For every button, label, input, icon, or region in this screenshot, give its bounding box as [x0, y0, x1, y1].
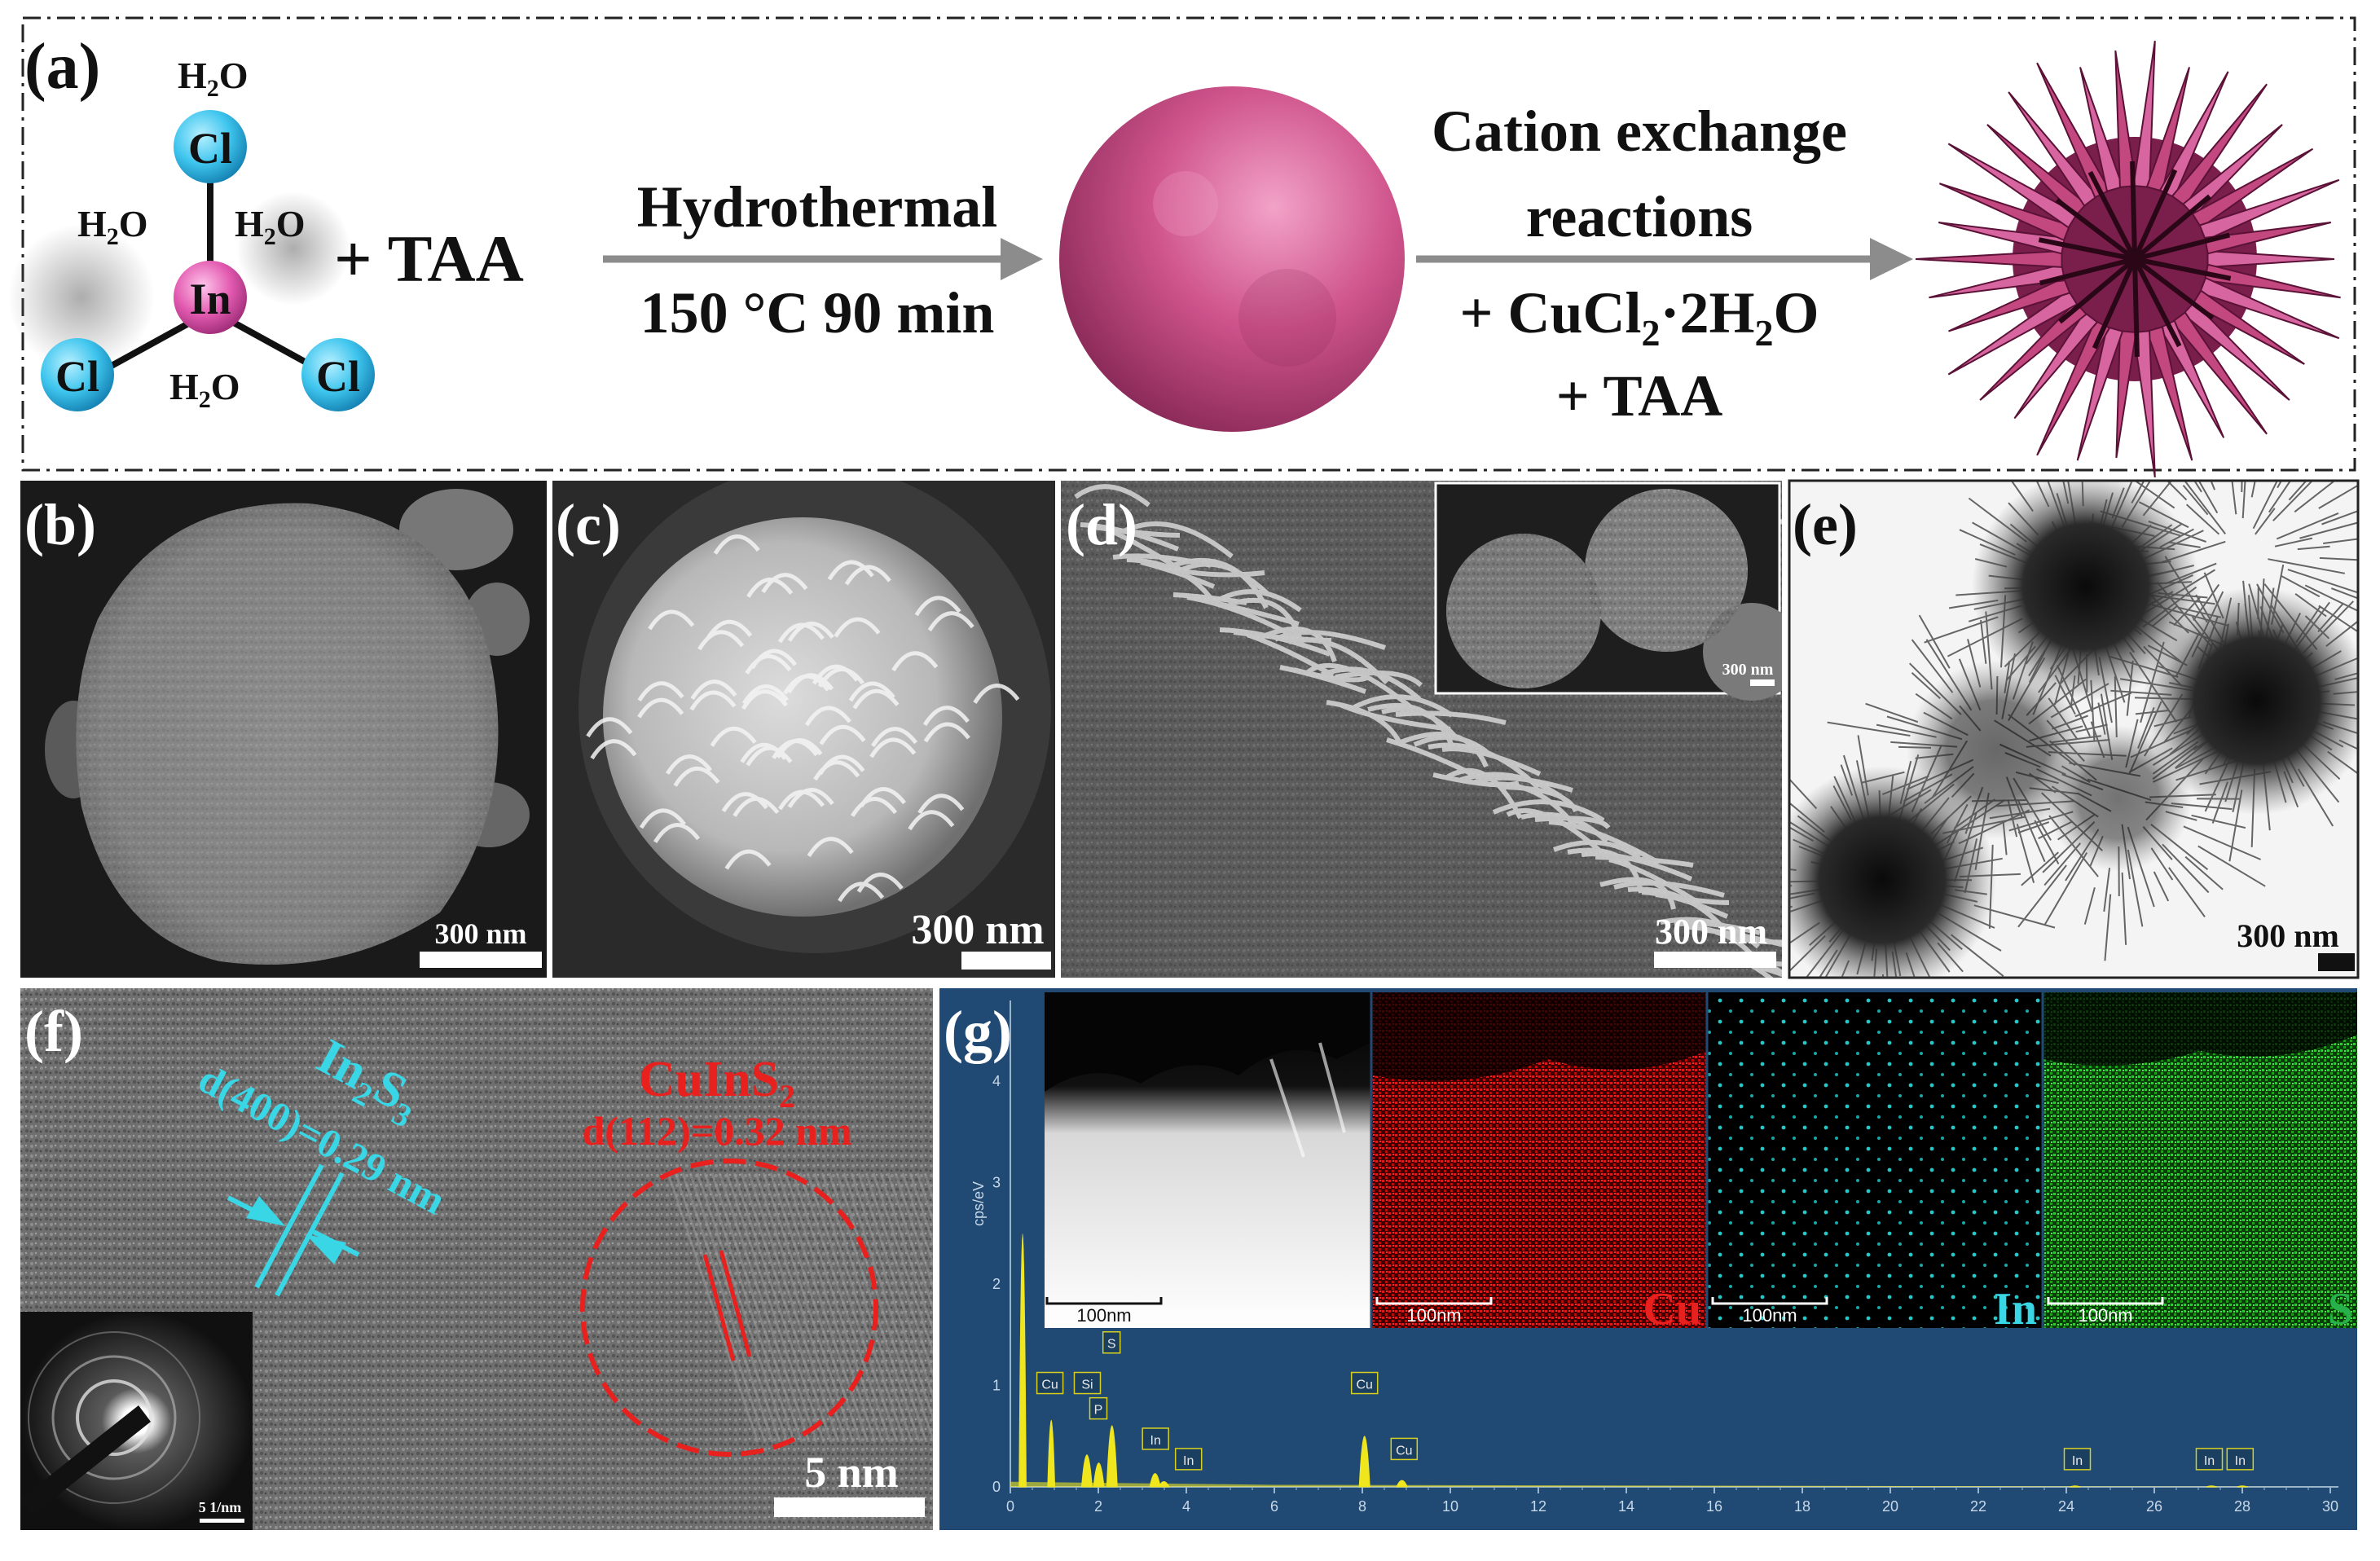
map-scale-label-s: 100nm	[2078, 1305, 2132, 1326]
tem-nanosheet-fiber	[2228, 384, 2235, 468]
panel-label-d: (d)	[1066, 492, 1137, 557]
water-label-bottom: H2O	[169, 366, 240, 413]
scale-label-d: 300 nm	[1655, 912, 1767, 952]
scale-bar-d	[1654, 952, 1776, 968]
scale-label-f: 5 nm	[804, 1448, 899, 1497]
eds-y-tick-label: 0	[992, 1479, 1001, 1495]
flower-petal	[1916, 251, 2062, 267]
panel-label-f: (f)	[24, 999, 83, 1064]
map-scale-label-haadf: 100nm	[1076, 1305, 1131, 1326]
map-scale-label-in: 100nm	[1742, 1305, 1797, 1326]
eds-peak-label: S	[1107, 1338, 1116, 1352]
saed-scale-bar	[200, 1519, 244, 1523]
inset-scale-label-d: 300 nm	[1722, 661, 1774, 679]
eds-x-tick-label: 22	[1970, 1498, 1986, 1515]
hydrothermal-conditions: 150 °C 90 min	[640, 280, 995, 345]
eds-x-tick-label: 10	[1442, 1498, 1458, 1515]
panel-label-c: (c)	[556, 492, 621, 557]
panel-f-hrtem: 5 1/nm (f) In2S3 d(400)=0.29 nm CuInS2 d…	[20, 988, 1044, 1530]
panel-g-eds: 100nm 100nm 100nm 100nm Cu In S cps/eV 0…	[939, 988, 2357, 1530]
cuins2-in2s3-flower	[1916, 41, 2341, 477]
eds-x-tick-label: 14	[1618, 1498, 1634, 1515]
eds-peak-label: In	[2204, 1454, 2215, 1468]
scale-bar-f	[774, 1497, 925, 1517]
eds-x-tick-label: 6	[1270, 1498, 1278, 1515]
eds-x-tick-label: 2	[1094, 1498, 1102, 1515]
map-element-in: In	[1994, 1284, 2037, 1335]
saed-scale-label: 5 1/nm	[199, 1499, 242, 1515]
panel-c-sem: (c) 300 nm	[552, 464, 1055, 978]
eds-x-tick-label: 28	[2234, 1498, 2250, 1515]
eds-peak-label: In	[2072, 1454, 2083, 1468]
cation-exchange-reagent: + CuCl2·2H2O	[1459, 280, 1819, 354]
scale-bar-b	[420, 952, 542, 968]
map-element-s: S	[2328, 1284, 2353, 1335]
cation-exchange-taa: + TAA	[1556, 363, 1722, 429]
chlorine-label-left: Cl	[55, 352, 99, 401]
eds-x-tick-label: 20	[1882, 1498, 1898, 1515]
eds-peak-label: In	[1150, 1434, 1161, 1448]
in-map	[1708, 992, 2042, 1328]
panel-label-b: (b)	[24, 492, 96, 557]
eds-x-tick-label: 18	[1794, 1498, 1810, 1515]
scale-bar-e	[2318, 953, 2355, 971]
flower-crevice	[2132, 161, 2135, 259]
eds-x-tick-label: 16	[1706, 1498, 1722, 1515]
eds-x-tick-label: 4	[1182, 1498, 1190, 1515]
eds-x-tick-label: 12	[1530, 1498, 1546, 1515]
eds-peak-label: Si	[1081, 1379, 1093, 1392]
cuins2-d-spacing: d(112)=0.32 nm	[582, 1108, 851, 1154]
scale-label-e: 300 nm	[2237, 917, 2339, 954]
chlorine-label-right: Cl	[316, 352, 360, 401]
eds-x-tick-label: 24	[2058, 1498, 2074, 1515]
eds-x-tick-label: 0	[1006, 1498, 1014, 1515]
water-label-left: H2O	[77, 203, 148, 250]
tem-nanosheet-fiber	[2241, 448, 2242, 492]
eds-y-axis-label: cps/eV	[970, 1181, 987, 1226]
scale-bar-c	[961, 952, 1051, 970]
panel-e-tem: (e) 300 nm	[1719, 384, 2380, 1038]
flower-petal	[2208, 251, 2335, 267]
chlorine-label-top: Cl	[188, 124, 232, 173]
eds-peak-label: Cu	[1396, 1444, 1412, 1458]
eds-x-tick-label: 30	[2322, 1498, 2338, 1515]
eds-y-tick-label: 4	[992, 1073, 1001, 1089]
inset-scale-bar-d	[1750, 679, 1775, 686]
eds-peak-label: Cu	[1041, 1379, 1058, 1392]
cuins2-phase-label: CuInS2	[639, 1052, 795, 1115]
scale-label-c: 300 nm	[911, 907, 1044, 953]
reaction-arrow-1	[603, 238, 1043, 280]
water-label-top: H2O	[178, 55, 249, 102]
eds-x-tick-label: 26	[2146, 1498, 2162, 1515]
panel-label-a: (a)	[24, 31, 100, 103]
eds-y-tick-label: 2	[992, 1276, 1001, 1292]
in2s3-sphere	[1059, 86, 1405, 432]
cation-exchange-line1: Cation exchange	[1432, 99, 1847, 164]
eds-peak-label: P	[1094, 1404, 1103, 1418]
plus-taa-label: + TAA	[334, 222, 524, 296]
flower-petal	[2116, 331, 2136, 458]
map-scale-label-cu: 100nm	[1406, 1305, 1461, 1326]
eds-peak-label: In	[1183, 1454, 1194, 1468]
map-element-cu: Cu	[1643, 1284, 1701, 1335]
eds-peak-label: Cu	[1356, 1379, 1372, 1392]
hydrothermal-label: Hydrothermal	[637, 174, 998, 240]
incl3-water-complex: Cl In Cl Cl H2O H2O H2O H2O	[8, 55, 375, 413]
scheme-panel: (a) Cl In Cl Cl H2O H2O H2O H2O + TAA Hy…	[8, 18, 2355, 477]
scale-label-b: 300 nm	[434, 917, 526, 950]
eds-peak-label: In	[2235, 1454, 2246, 1468]
panel-label-e: (e)	[1793, 492, 1858, 557]
cation-exchange-line2: reactions	[1526, 184, 1753, 249]
eds-x-tick-label: 8	[1358, 1498, 1366, 1515]
indium-label: In	[189, 275, 231, 323]
eds-y-tick-label: 1	[992, 1378, 1001, 1394]
panel-label-g: (g)	[944, 999, 1012, 1064]
eds-y-tick-label: 3	[992, 1175, 1001, 1191]
panel-b-sem: (b) 300 nm	[20, 481, 547, 978]
panel-d-sem: 300 nm (d) 300 nm	[1061, 481, 1877, 1005]
flower-crevice	[2135, 259, 2137, 357]
